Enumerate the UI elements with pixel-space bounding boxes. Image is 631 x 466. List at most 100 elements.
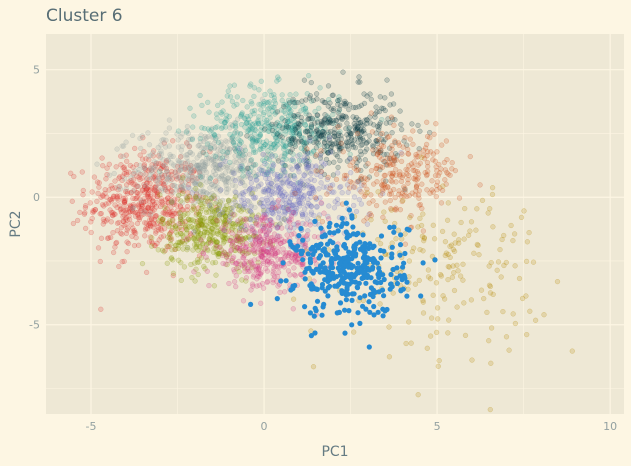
cluster-point [203,135,210,141]
cluster-point [251,147,257,153]
cluster-point [145,168,151,174]
cluster-point [224,150,230,156]
cluster-point [291,265,297,271]
cluster-point [178,198,184,204]
highlighted-point [384,306,390,313]
cluster-point [313,168,319,174]
cluster-point [155,180,161,187]
highlighted-point [327,238,333,244]
cluster-point [129,207,135,213]
cluster-point [188,171,195,177]
cluster-point [267,183,273,190]
cluster-point [208,195,214,201]
highlighted-point [349,291,355,297]
cluster-point [126,179,132,185]
cluster-point [262,141,268,148]
cluster-point [168,188,174,194]
cluster-point [111,170,117,177]
cluster-point [127,162,133,169]
cluster-point [164,168,170,174]
cluster-point [202,159,209,165]
cluster-point [271,231,278,237]
cluster-point [144,180,150,186]
cluster-point [144,176,150,182]
cluster-point [503,334,510,340]
cluster-point [279,160,285,166]
cluster-point [201,263,207,270]
cluster-point [132,209,139,215]
cluster-point [150,175,156,181]
cluster-point [335,109,341,116]
cluster-point [487,406,493,413]
cluster-point [521,208,527,214]
cluster-point [252,174,258,180]
cluster-point [183,140,190,146]
cluster-point [258,107,264,113]
cluster-point [191,229,197,235]
cluster-point [310,364,317,370]
cluster-point [391,122,397,128]
cluster-point [187,149,193,155]
highlighted-point [319,312,325,318]
cluster-point [236,163,243,170]
cluster-point [181,264,188,270]
cluster-point [247,175,254,182]
cluster-point [326,140,333,147]
cluster-point [135,170,141,176]
cluster-point [199,159,205,165]
cluster-point [488,259,494,266]
cluster-point [395,227,402,233]
cluster-point [165,157,171,163]
cluster-point [258,78,264,84]
cluster-point [94,198,100,205]
cluster-point [110,210,116,216]
cluster-point [206,109,212,115]
cluster-point [179,190,186,197]
cluster-point [123,214,129,221]
cluster-point [124,227,130,233]
cluster-point [193,194,199,200]
cluster-point [162,247,168,254]
cluster-point [299,98,305,104]
cluster-point [147,208,154,215]
cluster-point [138,145,144,152]
highlighted-point [323,268,330,274]
cluster-point [273,183,280,190]
cluster-point [199,221,205,228]
cluster-point [224,117,230,123]
highlighted-point [398,232,404,238]
cluster-point [245,165,251,172]
cluster-point [251,93,257,100]
cluster-point [490,224,496,230]
cluster-point [150,195,156,201]
cluster-point [109,185,116,191]
highlighted-point [346,249,352,255]
cluster-point [331,159,337,165]
cluster-point [216,212,223,218]
cluster-point [202,145,209,151]
cluster-point [164,188,171,195]
cluster-point [120,143,127,149]
cluster-point [169,199,175,205]
highlighted-point [339,215,345,221]
cluster-point [189,190,195,196]
highlighted-point [312,218,318,224]
cluster-point [219,197,226,203]
cluster-point [82,225,89,232]
cluster-point [451,287,458,294]
cluster-point [443,250,450,256]
cluster-point [234,101,240,108]
cluster-point [149,240,156,246]
highlighted-point [343,272,349,278]
cluster-point [144,185,150,192]
cluster-point [166,125,173,131]
cluster-point [130,228,136,234]
cluster-point [386,133,392,140]
cluster-point [449,160,455,166]
cluster-point [182,166,188,173]
cluster-point [149,205,155,212]
cluster-point [132,196,138,202]
cluster-point [224,165,231,171]
cluster-point [165,157,171,164]
cluster-point [388,178,394,184]
